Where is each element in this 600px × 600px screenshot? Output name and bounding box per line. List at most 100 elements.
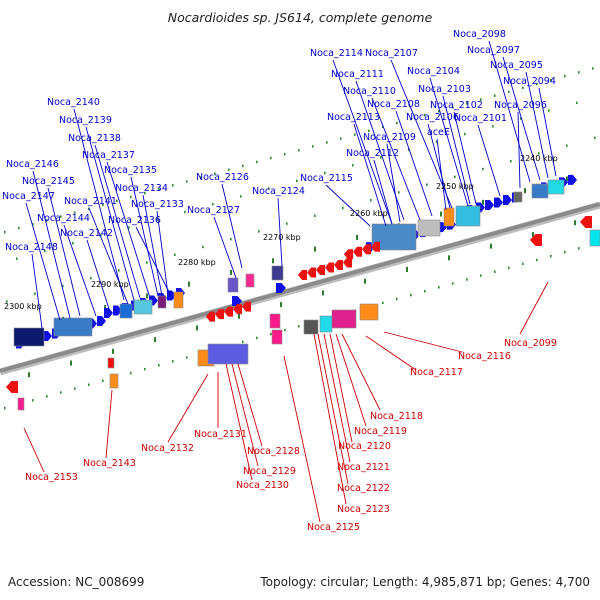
gene-label: Noca_2136 [108,215,161,226]
gene-label: Noca_2134 [115,183,168,194]
tick-mark [228,168,230,171]
tick-mark [186,356,188,359]
tick-mark [312,145,314,148]
gene-arrow-forward [494,197,503,208]
accession-label: Accession: NC_008699 [8,575,145,589]
gene-box-orange [173,291,184,309]
tick-major [566,176,568,182]
tick-mark [464,132,466,136]
gene-label: Noca_2117 [410,367,463,378]
gene-arrow-reverse [6,381,18,393]
tick-mark [466,102,468,105]
leader-line [325,184,371,227]
leader-line [502,56,541,181]
gene-label: Noca_2123 [337,504,390,515]
leader-line [488,40,531,183]
gene-box-cyan [547,179,565,195]
tick-mark [88,383,90,386]
tick-mark [452,282,454,285]
tick-mark [396,297,398,301]
gene-arrow-reverse [362,244,371,255]
leader-line [31,253,43,329]
tick-mark [116,199,118,203]
tick-mark [74,387,76,390]
leader-line [231,363,259,467]
gene-label: Noca_2124 [252,186,305,197]
leader-line [525,71,549,179]
tick-mark [494,94,496,97]
tick-mark [4,230,6,234]
tick-mark [156,218,158,221]
gene-arrow-forward [276,283,286,293]
gene-label: Noca_2141 [64,196,117,207]
leader-line [538,87,557,177]
gene-label: Noca_2119 [354,426,407,437]
leader-line [277,197,283,267]
gene-box-violet [227,277,239,293]
tick-mark [242,340,244,344]
tick-mark [324,171,326,175]
tick-mark [60,391,62,394]
tick-mark [508,266,510,270]
tick-major [154,337,156,343]
tick-mark [522,262,524,266]
leader-line [130,176,159,297]
topology-label: Topology: circular; Length: 4,985,871 bp… [260,575,590,589]
leader-line [395,110,433,217]
gene-box-orange [359,303,379,321]
tick-mark [482,167,484,171]
gene-label: Noca_2135 [104,165,157,176]
gene-box-dark-grey [303,319,319,335]
gene-arrow-reverse [242,301,251,312]
leader-line [213,216,237,279]
tick-mark [578,247,580,250]
tick-mark [172,360,174,363]
tick-mark [90,276,92,280]
tick-mark [380,156,382,159]
gene-label: Noca_2118 [370,411,423,422]
gene-arrow-forward [503,194,512,205]
gene-label: Noca_2153 [25,472,78,483]
gene-label: Noca_2120 [338,441,391,452]
scale-label: 2270 kbp [263,233,301,242]
gene-box-pink [17,397,25,411]
gene-label: Noca_2127 [187,205,240,216]
gene-box-cyan [455,205,481,227]
tick-mark [426,183,428,186]
gene-box-magenta [331,309,357,329]
leader-line [142,194,163,297]
gene-arrow-reverse [298,270,307,281]
gene-label: Noca_2097 [467,45,520,56]
tick-major [146,293,148,299]
leader-line [427,123,451,209]
gene-box-cyan [319,315,333,333]
tick-mark [158,364,160,367]
gene-label: Noca_2133 [131,199,184,210]
tick-major [272,258,274,264]
tick-mark [102,203,104,207]
leader-line [332,59,393,225]
gene-box-cyan [133,299,153,315]
gene-label: Noca_2108 [367,99,420,110]
gene-label: Noca_2110 [343,86,396,97]
tick-mark [74,211,76,214]
gene-arrow-reverse [371,241,380,252]
leader-line [519,281,549,335]
tick-mark [594,136,596,140]
tick-mark [4,406,6,410]
gene-label: Noca_2109 [363,132,416,143]
tick-mark [158,188,160,191]
gene-arrow-forward [97,316,106,327]
scale-label: 2250 kbp [436,182,474,191]
tick-mark [382,301,384,305]
leader-line [383,331,463,353]
tick-mark [32,399,34,402]
leader-line [94,144,141,299]
gene-label: Noca_2132 [141,443,194,454]
tick-mark [256,160,258,164]
gene-label: Noca_2125 [307,522,360,533]
gene-arrow-reverse [224,306,233,317]
label-leaders [23,40,557,523]
tick-mark [550,78,552,82]
tick-major [322,290,324,296]
